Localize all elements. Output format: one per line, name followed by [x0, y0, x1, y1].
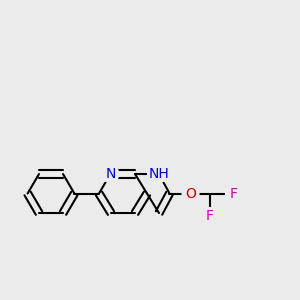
Circle shape: [102, 166, 119, 182]
Text: N: N: [105, 167, 116, 181]
Circle shape: [226, 185, 242, 202]
Circle shape: [182, 185, 199, 202]
Text: NH: NH: [148, 167, 170, 181]
Text: F: F: [206, 209, 214, 223]
Text: O: O: [185, 187, 196, 200]
Text: F: F: [230, 187, 238, 200]
Circle shape: [202, 208, 218, 224]
Circle shape: [151, 166, 167, 182]
